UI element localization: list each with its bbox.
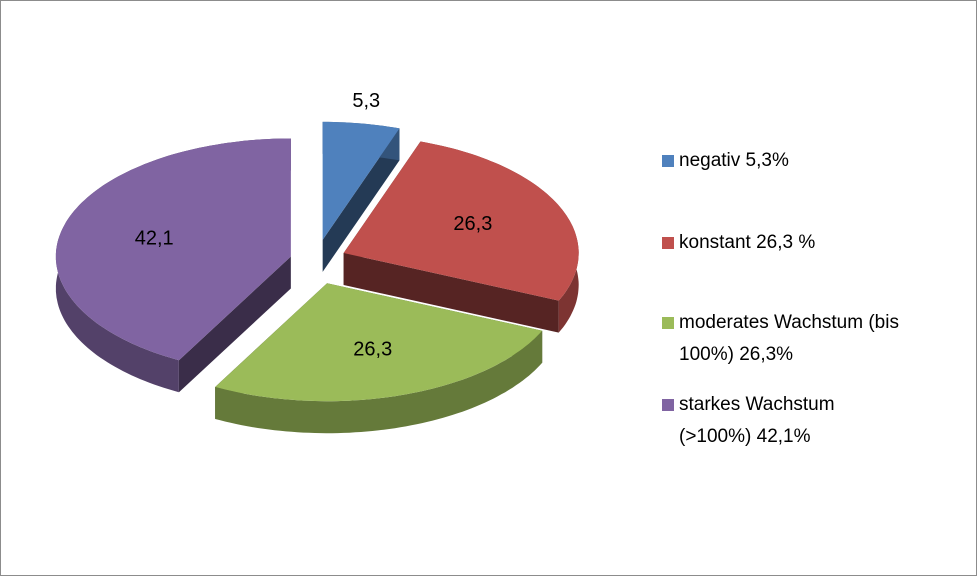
slice	[215, 283, 543, 402]
slice-wall	[178, 256, 291, 393]
data-label: 26,3	[353, 338, 392, 360]
legend-entry: moderates Wachstum (bis 100%) 26,3%	[662, 307, 902, 371]
data-label: 42,1	[135, 227, 174, 249]
legend-label: starkes Wachstum (>100%) 42,1%	[679, 394, 835, 447]
legend-label: negativ 5,3%	[679, 150, 789, 171]
legend-swatch	[662, 237, 674, 249]
legend-label: moderates Wachstum (bis 100%) 26,3%	[679, 312, 899, 365]
slice-wall	[322, 128, 400, 272]
data-label: 5,3	[352, 90, 380, 112]
slice	[322, 121, 400, 240]
legend-entry: negativ 5,3%	[662, 145, 962, 177]
legend-label: konstant 26,3 %	[679, 232, 816, 253]
slice-wall	[343, 253, 559, 333]
legend-swatch	[662, 399, 674, 411]
legend-swatch	[662, 317, 674, 329]
legend-swatch	[662, 155, 674, 167]
legend-entry: konstant 26,3 %	[662, 227, 962, 259]
slice	[55, 138, 291, 361]
legend-entry: starkes Wachstum (>100%) 42,1%	[662, 389, 862, 453]
slice-side	[215, 330, 543, 434]
data-label: 26,3	[453, 213, 492, 235]
slice	[343, 141, 579, 301]
